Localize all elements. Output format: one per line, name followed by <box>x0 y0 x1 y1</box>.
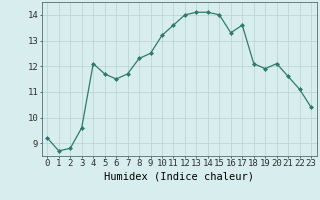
X-axis label: Humidex (Indice chaleur): Humidex (Indice chaleur) <box>104 171 254 181</box>
